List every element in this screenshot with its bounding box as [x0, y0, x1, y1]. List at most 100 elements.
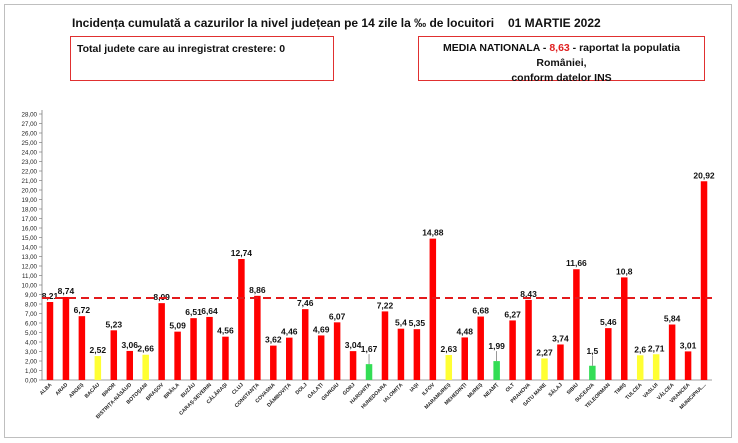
data-label: 8,74: [58, 286, 75, 296]
data-label: 4,56: [217, 326, 234, 336]
data-label: 11,66: [566, 258, 587, 268]
y-tick-label: 0,00: [25, 377, 38, 384]
data-label: 5,46: [600, 317, 617, 327]
bar: [206, 316, 213, 380]
y-tick-label: 26,00: [22, 130, 38, 137]
bar: [62, 296, 70, 380]
bar: [525, 299, 532, 380]
data-label: 2,6: [634, 344, 646, 354]
bar: [126, 350, 133, 380]
y-tick-label: 5,00: [25, 330, 38, 337]
data-label: 6,27: [504, 309, 521, 319]
data-label: 5,09: [169, 321, 186, 331]
category-label: OLT: [505, 382, 517, 394]
category-label: TIMIȘ: [614, 382, 628, 396]
y-tick-label: 25,00: [22, 140, 38, 147]
bar: [286, 337, 293, 380]
y-tick-label: 2,00: [25, 358, 38, 365]
bar: [222, 336, 229, 380]
bar: [668, 324, 676, 380]
y-tick-label: 9,00: [25, 292, 38, 299]
category-label: DOLJ: [295, 382, 309, 396]
data-label: 2,27: [536, 347, 553, 357]
bar: [142, 354, 149, 380]
bar: [349, 351, 357, 380]
data-label: 6,07: [329, 311, 346, 321]
bar: [317, 335, 325, 380]
data-label: 10,8: [616, 266, 633, 276]
y-tick-label: 15,00: [22, 235, 38, 242]
data-label: 1,67: [361, 344, 378, 354]
chart-date: 01 MARTIE 2022: [508, 16, 601, 30]
data-label: 2,63: [441, 344, 458, 354]
data-label: 4,46: [281, 327, 298, 337]
data-label: 4,48: [456, 326, 473, 336]
data-label: 7,46: [297, 298, 314, 308]
y-tick-label: 8,00: [25, 301, 38, 308]
data-label: 6,72: [74, 305, 91, 315]
data-label: 6,68: [472, 306, 489, 316]
y-tick-label: 16,00: [22, 225, 38, 232]
category-label: BRAȘOV: [145, 382, 165, 402]
y-tick-label: 22,00: [22, 168, 38, 175]
y-tick-label: 18,00: [22, 206, 38, 213]
data-label: 1,99: [488, 341, 505, 351]
bar: [445, 355, 453, 380]
data-label: 3,04: [345, 340, 362, 350]
bar: [270, 345, 277, 380]
bar: [636, 355, 644, 380]
bar: [621, 277, 628, 380]
data-label: 4,69: [313, 324, 330, 334]
national-average-source: conform datelor INS: [511, 72, 612, 84]
y-tick-label: 24,00: [22, 149, 38, 156]
bar: [174, 331, 181, 380]
data-label: 2,71: [648, 343, 665, 353]
category-label: GIURGIU: [321, 382, 341, 402]
data-label: 2,52: [90, 345, 107, 355]
category-label: ALBA: [39, 382, 54, 397]
national-average-value: 8,63: [549, 42, 570, 54]
data-label: 5,23: [106, 319, 123, 329]
bar: [190, 318, 197, 380]
data-label: 5,4: [395, 318, 407, 328]
category-label: IAȘI: [409, 382, 421, 394]
bar: [605, 328, 612, 380]
data-label: 5,35: [409, 318, 426, 328]
y-tick-label: 28,00: [22, 111, 38, 118]
y-tick-label: 7,00: [25, 311, 38, 318]
y-tick-label: 6,00: [25, 320, 38, 327]
y-tick-label: 20,00: [22, 187, 38, 194]
category-label: BACĂU: [83, 381, 101, 399]
y-tick-label: 23,00: [22, 159, 38, 166]
bar: [557, 344, 564, 380]
category-label: NEAMȚ: [483, 382, 501, 400]
bar: [684, 351, 692, 380]
bar: [94, 356, 102, 380]
data-label: 2,66: [137, 344, 154, 354]
bar: [333, 322, 341, 380]
category-label: SIBIU: [566, 382, 580, 396]
bar: [46, 302, 54, 380]
data-label: 8,21: [42, 291, 59, 301]
data-label: 6,64: [201, 306, 218, 316]
y-tick-label: 13,00: [22, 254, 38, 261]
bar: [541, 358, 548, 380]
bar: [301, 309, 309, 380]
bar: [461, 337, 468, 380]
bar: [78, 316, 86, 380]
y-tick-label: 19,00: [22, 197, 38, 204]
data-label: 3,06: [121, 340, 138, 350]
y-tick-label: 21,00: [22, 178, 38, 185]
bar: [397, 328, 405, 380]
category-label: GORJ: [342, 382, 357, 397]
y-tick-label: 11,00: [22, 273, 38, 280]
y-tick-label: 17,00: [22, 216, 38, 223]
y-tick-label: 1,00: [25, 368, 38, 375]
national-average-prefix: MEDIA NATIONALA -: [442, 42, 550, 54]
national-average-box: MEDIA NATIONALA - 8,63 - raportat la pop…: [418, 36, 705, 84]
category-label: TULCEA: [625, 382, 644, 401]
bar: [158, 303, 165, 380]
y-tick-label: 10,00: [22, 282, 38, 289]
growth-info-text: Total judete care au inregistrat crester…: [77, 43, 286, 55]
